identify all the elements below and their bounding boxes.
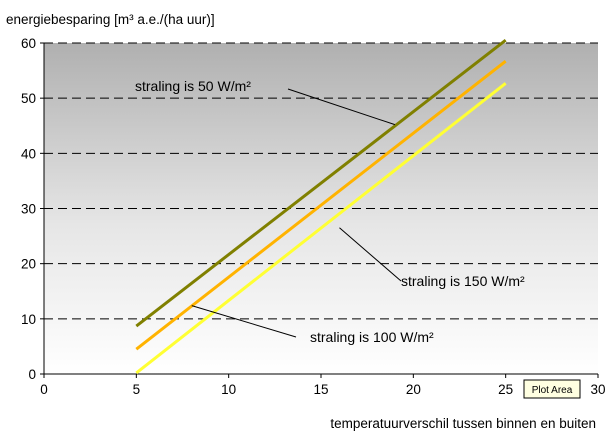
gridlines xyxy=(44,42,598,320)
x-tick-label-30: 30 xyxy=(590,382,605,397)
annotation-leader-2 xyxy=(339,227,402,282)
y-tick-label-30: 30 xyxy=(21,202,36,217)
annotation-label-1: straling is 50 W/m² xyxy=(135,78,251,94)
annotation-label-3: straling is 100 W/m² xyxy=(310,329,434,345)
x-tick-label-10: 10 xyxy=(221,382,236,397)
annotations: straling is 50 W/m² straling is 150 W/m² s… xyxy=(135,78,525,345)
y-tick-label-0: 0 xyxy=(28,367,36,382)
series-line-1[interactable] xyxy=(135,39,507,328)
y-tick-label-20: 20 xyxy=(21,257,36,272)
series-lines xyxy=(135,39,507,375)
x-tick-label-15: 15 xyxy=(313,382,328,397)
x-tick-label-20: 20 xyxy=(406,382,421,397)
y-tick-label-50: 50 xyxy=(21,91,36,106)
x-tick-label-5: 5 xyxy=(133,382,141,397)
y-tick-label-60: 60 xyxy=(21,36,36,51)
annotation-leader-3 xyxy=(191,305,297,338)
x-axis-label: temperatuurverschil tussen binnen en bui… xyxy=(330,416,596,431)
tooltip-text: Plot Area xyxy=(532,385,573,396)
y-tick-label-10: 10 xyxy=(21,312,36,327)
series-line-3[interactable] xyxy=(135,82,507,375)
y-axis-label: energiebesparing [m³ a.e./(ha uur)] xyxy=(6,12,215,27)
x-tick-label-25: 25 xyxy=(498,382,513,397)
ticks: 0 10 20 30 40 50 60 0 5 10 15 20 25 30 xyxy=(21,36,606,397)
series-line-2[interactable] xyxy=(135,60,507,351)
annotation-label-2: straling is 150 W/m² xyxy=(401,273,525,289)
x-tick-label-0: 0 xyxy=(40,382,48,397)
y-tick-label-40: 40 xyxy=(21,146,36,161)
annotation-leader-1 xyxy=(287,88,396,126)
tooltip-box xyxy=(523,379,581,399)
plot-area-tooltip: Plot Area xyxy=(523,379,581,399)
